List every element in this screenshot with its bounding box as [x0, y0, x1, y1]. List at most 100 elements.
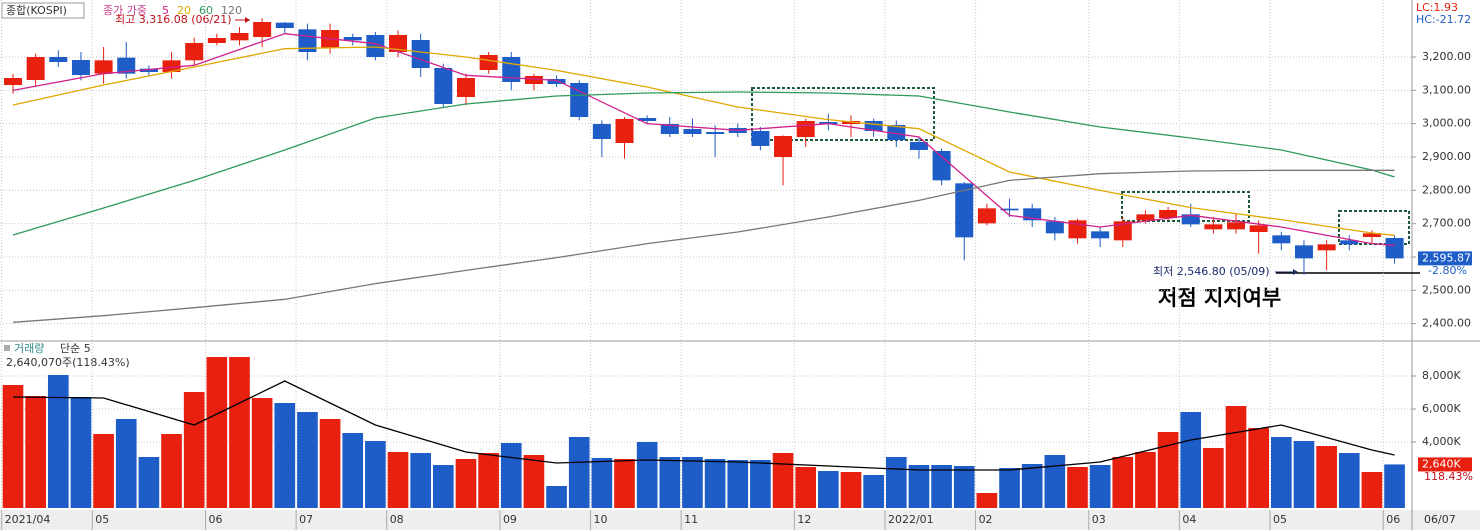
x-tick-label: 06: [1386, 513, 1400, 526]
volume-bar: [365, 441, 386, 508]
change-label: -2.80%: [1428, 264, 1467, 277]
y-tick-label: 2,900.00: [1422, 150, 1471, 163]
volume-bar: [500, 443, 522, 508]
volume-bar: [818, 471, 839, 508]
volume-bar: [183, 392, 205, 508]
indicator: HC:-21.72: [1416, 13, 1471, 26]
legend-prefix: 종가 가중: [103, 4, 147, 17]
volume-legend: 단순 5: [60, 342, 91, 355]
candle-body: [977, 208, 996, 224]
y-tick-label: 3,200.00: [1422, 50, 1471, 63]
highlight-box: [751, 87, 935, 141]
volume-bar: [614, 458, 635, 508]
volume-bar: [636, 442, 658, 508]
candle-body: [1045, 221, 1064, 234]
ma-line: [12, 91, 1395, 236]
volume-bar: [297, 412, 318, 508]
volume-bar: [1044, 455, 1066, 508]
volume-bar: [1270, 437, 1292, 508]
candle-body: [1385, 238, 1404, 259]
volume-bar: [93, 433, 114, 508]
volume-bar: [342, 433, 364, 508]
volume-bar: [840, 471, 862, 508]
volume-bar: [546, 486, 567, 508]
legend-entry: 120: [221, 4, 242, 17]
volume-bar: [1361, 471, 1383, 508]
candle-body: [1340, 240, 1359, 245]
volume-bar: [682, 456, 703, 508]
candle-body: [207, 38, 226, 43]
volume-bar: [1248, 428, 1269, 508]
candle-body: [230, 33, 249, 41]
candle-body: [592, 124, 611, 139]
candle-body: [253, 22, 272, 37]
indicator: LC:1.93: [1416, 1, 1458, 14]
volume-bar: [1021, 463, 1043, 508]
candle-body: [139, 68, 158, 72]
candle-body: [1091, 231, 1110, 239]
legend-entry: 5: [162, 4, 169, 17]
volume-bar: [138, 456, 160, 508]
volume-bar: [1067, 466, 1088, 508]
volume-bar: [1316, 445, 1337, 508]
candle-body: [1294, 245, 1313, 259]
note: 저점 지지여부: [1158, 286, 1281, 310]
volume-bar: [727, 460, 749, 508]
volume-bar: [387, 451, 409, 508]
candle-body: [796, 121, 815, 137]
x-tick-label: 02: [979, 513, 993, 526]
volume-bar: [704, 458, 726, 508]
candle-body: [547, 79, 566, 84]
candle-body: [479, 55, 498, 70]
candle-body: [162, 60, 181, 72]
volume-bar: [274, 402, 296, 508]
x-tick-label: 03: [1092, 513, 1106, 526]
candle-body: [185, 43, 204, 61]
candle-body: [524, 76, 543, 84]
candle-body: [1317, 244, 1336, 251]
x-tick-label: 09: [503, 513, 517, 526]
volume-bar: [1089, 465, 1111, 508]
ma-line: [12, 46, 1395, 236]
volume-bar: [1112, 456, 1134, 508]
volume-bar: [1157, 432, 1179, 508]
candle-body: [94, 60, 113, 74]
volume-bar: [251, 397, 273, 508]
y-tick-label: 2,700.00: [1422, 217, 1471, 230]
volume-bar: [659, 456, 681, 508]
candle-body: [1362, 233, 1381, 237]
legend-entry: 20: [177, 4, 191, 17]
candle-body: [1181, 214, 1200, 225]
arrow-head: [245, 17, 250, 23]
candle-body: [774, 136, 793, 157]
volume-bar: [523, 455, 545, 508]
ratio-label: 118.43%: [1424, 470, 1473, 483]
last-value-box: [1418, 457, 1472, 472]
x-tick-label: 05: [1273, 513, 1287, 526]
volume-bar: [999, 468, 1020, 508]
x-tick-label: 11: [684, 513, 698, 526]
candle-body: [1249, 225, 1268, 232]
volume-bar: [70, 397, 92, 508]
x-tick-label: 07: [299, 513, 313, 526]
volume-bar: [863, 475, 884, 508]
y-tick-label: 2,500.00: [1422, 283, 1471, 296]
x-tick-label: 2021/04: [5, 513, 51, 526]
candle-body: [638, 118, 657, 121]
volume-bar: [953, 466, 975, 508]
title-box: [1, 2, 85, 19]
candle-body: [864, 121, 883, 131]
volume-bar: [568, 437, 590, 508]
panel-icon: [4, 345, 10, 351]
candle-body: [887, 125, 906, 140]
candle-body: [366, 35, 385, 57]
volume-subtitle: 2,640,070주(118.43%): [6, 356, 130, 369]
candle-body: [955, 183, 974, 238]
candle-body: [683, 129, 702, 134]
volume-bar: [229, 357, 250, 508]
x-tick-label: 04: [1182, 513, 1196, 526]
candle-body: [819, 122, 838, 124]
y-tick-label: 2,800.00: [1422, 183, 1471, 196]
volume-bar: [1180, 412, 1202, 508]
